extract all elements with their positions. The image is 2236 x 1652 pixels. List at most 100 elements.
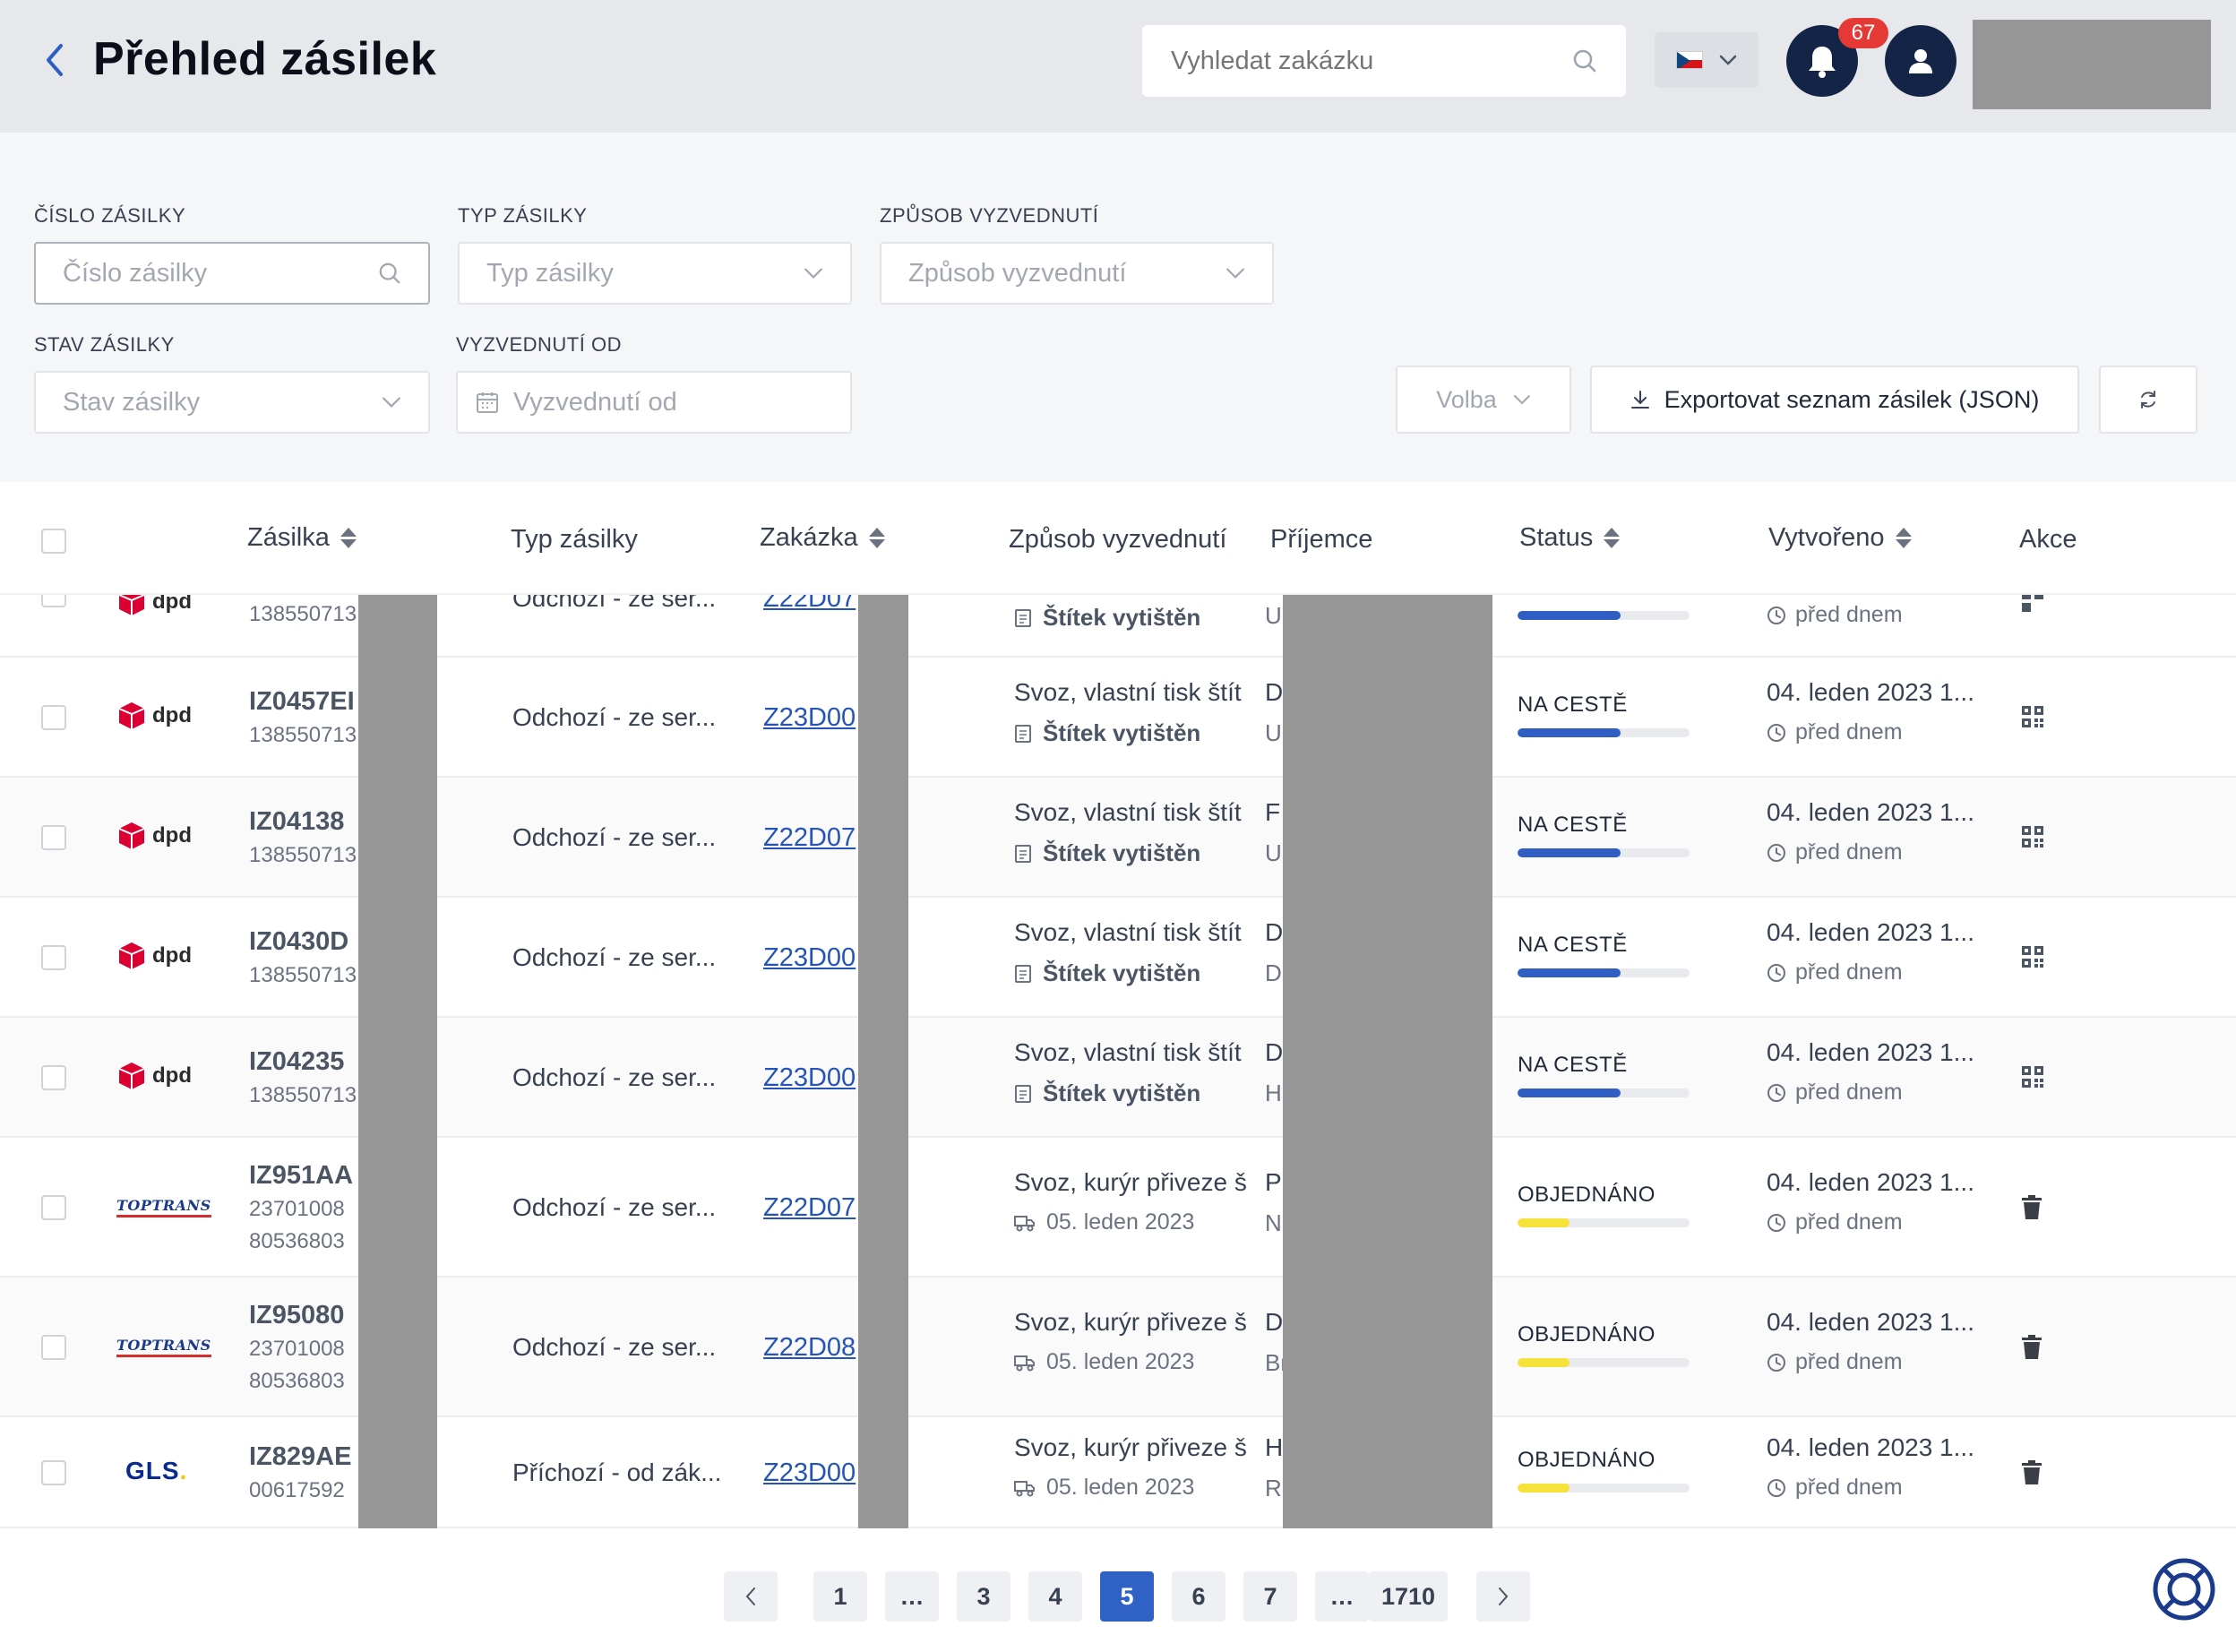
row-checkbox[interactable] (41, 1335, 66, 1360)
order-link[interactable]: Z22D08 (763, 1333, 856, 1362)
row-checkbox[interactable] (41, 1195, 66, 1220)
pickup-method-select[interactable]: Způsob vyzvednutí (880, 242, 1274, 305)
shipment-number[interactable]: IZ95080 (249, 1301, 345, 1329)
pickup-method: Svoz, kurýr přiveze š (1014, 1433, 1247, 1461)
app-header: Přehled zásilek 67 (0, 0, 2236, 133)
page-button[interactable]: 4 (1028, 1571, 1082, 1622)
qr-code-icon[interactable] (2021, 945, 2044, 975)
pickup-from-datepicker[interactable]: Vyzvednutí od (456, 371, 852, 434)
export-json-button[interactable]: Exportovat seznam zásilek (JSON) (1590, 366, 2079, 434)
trash-icon[interactable] (2021, 1335, 2042, 1366)
column-created[interactable]: Vytvořeno (1768, 523, 1912, 553)
table-row[interactable]: TOPTRANS IZ951AA 23701008 80536803 Odchozí -… (0, 1138, 2236, 1278)
created-sub-text: před dnem (1795, 1209, 1903, 1235)
column-actions: Akce (2019, 525, 2077, 555)
shipment-type-label: TYP ZÁSILKY (458, 204, 588, 227)
next-page-button[interactable] (1476, 1571, 1530, 1622)
page-button[interactable]: 5 (1100, 1571, 1154, 1622)
column-shipment[interactable]: Zásilka (247, 523, 357, 553)
qr-code-icon[interactable] (2021, 1065, 2044, 1095)
table-row[interactable]: dpd IZ0430D 138550713 Odchozí - ze ser... Z2… (0, 898, 2236, 1018)
table-row[interactable]: TOPTRANS IZ95080 23701008 80536803 Odchozí -… (0, 1278, 2236, 1417)
row-checkbox[interactable] (41, 1460, 66, 1485)
order-link[interactable]: Z23D00 (763, 943, 856, 972)
table-row[interactable]: dpd IZ04138 138550713 Odchozí - ze ser... Z2… (0, 778, 2236, 898)
recipient-sub: N (1265, 1209, 1282, 1236)
shipment-number[interactable]: IZ951AA (249, 1161, 354, 1190)
pickup-sub: Štítek vytištěn (1014, 1080, 1200, 1107)
bell-icon (1809, 47, 1836, 78)
shipment-number[interactable]: IZ04235 (249, 1047, 345, 1076)
qr-code-icon[interactable] (2021, 595, 2044, 619)
toptrans-logo: TOPTRANS (116, 1337, 211, 1357)
help-lifebuoy-button[interactable] (2152, 1557, 2216, 1622)
row-checkbox[interactable] (41, 945, 66, 970)
back-button[interactable] (36, 38, 72, 82)
pagination-ellipsis: … (1315, 1571, 1369, 1622)
download-icon (1630, 391, 1649, 409)
status-progress-bar (1518, 848, 1690, 857)
table-row[interactable]: dpd IZ04235 138550713 Odchozí - ze ser... Z2… (0, 1018, 2236, 1138)
shipment-sub: 00617592 (249, 1478, 345, 1502)
qr-code-icon[interactable] (2021, 825, 2044, 855)
refresh-button[interactable] (2099, 366, 2197, 434)
row-checkbox[interactable] (41, 825, 66, 850)
created-sub-text: před dnem (1795, 1080, 1903, 1105)
shipment-number[interactable]: IZ829AE (249, 1442, 352, 1471)
page-button[interactable]: 3 (957, 1571, 1010, 1622)
select-all-checkbox[interactable] (41, 529, 66, 554)
pickup-sub: Štítek vytištěn (1014, 604, 1200, 632)
volba-dropdown-button[interactable]: Volba (1396, 366, 1571, 434)
shipment-status-select[interactable]: Stav zásilky (34, 371, 430, 434)
created-sub-text: před dnem (1795, 1349, 1903, 1374)
shipment-number-input[interactable]: Číslo zásilky (34, 242, 430, 305)
notifications-button[interactable] (1786, 25, 1858, 97)
trash-icon[interactable] (2021, 1460, 2042, 1492)
row-checkbox[interactable] (41, 705, 66, 730)
trash-icon[interactable] (2021, 1195, 2042, 1226)
shipment-sub: 138550713 (249, 602, 357, 626)
pickup-method: Svoz, kurýr přiveze š (1014, 1168, 1247, 1196)
row-checkbox[interactable] (41, 1065, 66, 1090)
recipient-name: P (1265, 1168, 1282, 1196)
table-row[interactable]: GLS. IZ829AE 00617592 Příchozí - od zák... Z… (0, 1417, 2236, 1528)
shipment-type-select[interactable]: Typ zásilky (458, 242, 852, 305)
order-link[interactable]: Z22D07 (763, 823, 856, 852)
qr-code-icon[interactable] (2021, 705, 2044, 735)
column-order[interactable]: Zakázka (760, 523, 885, 553)
shipment-number[interactable]: IZ0457EI (249, 687, 355, 716)
created-sub: před dnem (1767, 1209, 1903, 1235)
order-link[interactable]: Z23D00 (763, 1458, 856, 1487)
chevron-down-icon (1226, 268, 1244, 279)
user-menu-button[interactable] (1885, 25, 1956, 97)
shipment-number[interactable]: IZ0430D (249, 927, 349, 956)
shipment-status-label: STAV ZÁSILKY (34, 333, 175, 356)
order-link[interactable]: Z23D00 (763, 703, 856, 732)
table-row[interactable]: dpd 138550713 Odchozí - ze ser... Z22D07… (0, 595, 2236, 658)
language-select[interactable] (1655, 32, 1759, 88)
clock-icon (1767, 1478, 1785, 1497)
dpd-cube-icon (118, 702, 145, 729)
order-search[interactable] (1142, 25, 1626, 97)
order-link[interactable]: Z22D07 (763, 595, 856, 613)
shipment-sub2: 80536803 (249, 1369, 345, 1393)
pickup-method-placeholder: Způsob vyzvednutí (908, 258, 1127, 288)
column-order-label: Zakázka (760, 523, 858, 552)
page-button[interactable]: 6 (1172, 1571, 1226, 1622)
page-button[interactable]: 1710 (1369, 1571, 1448, 1622)
table-row[interactable]: dpd IZ0457EI 138550713 Odchozí - ze ser... Z… (0, 658, 2236, 778)
order-link[interactable]: Z23D00 (763, 1063, 856, 1092)
row-checkbox[interactable] (41, 595, 66, 607)
created-sub-text: před dnem (1795, 839, 1903, 865)
prev-page-button[interactable] (724, 1571, 778, 1622)
shipment-number[interactable]: IZ04138 (249, 807, 345, 836)
order-link[interactable]: Z22D07 (763, 1193, 856, 1222)
created-sub: před dnem (1767, 1080, 1903, 1106)
page-button[interactable]: 1 (813, 1571, 867, 1622)
order-search-input[interactable] (1171, 46, 1572, 76)
column-status[interactable]: Status (1519, 523, 1621, 553)
shipment-sub: 138550713 (249, 1083, 357, 1107)
page-button[interactable]: 7 (1243, 1571, 1297, 1622)
recipient-sub: H (1265, 1080, 1282, 1106)
status-label: NA CESTĚ (1518, 813, 1628, 837)
